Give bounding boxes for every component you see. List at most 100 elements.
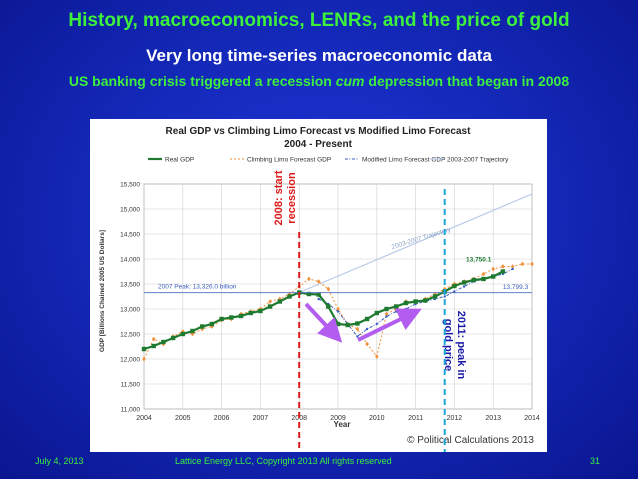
y-tick-label: 11,000 [121, 407, 141, 414]
real-gdp-point [209, 321, 215, 327]
y-tick-label: 15,500 [120, 182, 140, 189]
real-gdp-point [190, 328, 195, 334]
peak-label: 2007 Peak: 13,326.0 billion [158, 284, 237, 291]
gdp-chart: Real GDP vs Climbing Limo Forecast vs Mo… [99, 126, 540, 446]
real-gdp-point [326, 304, 331, 309]
modified-limo-forecast-gdp-point [375, 322, 378, 326]
headline-post: depression that began in 2008 [364, 73, 570, 89]
real-gdp-point [200, 324, 205, 329]
chart-title: Real GDP vs Climbing Limo Forecast vs Mo… [166, 126, 472, 137]
real-gdp-point [219, 316, 224, 322]
modified-limo-forecast-gdp-point [443, 295, 446, 298]
modified-end-label: 13,799.3 [503, 284, 529, 291]
real-gdp-point [287, 294, 292, 299]
real-gdp-point [306, 291, 312, 297]
x-tick-label: 2008 [291, 415, 307, 422]
climbing-limo-forecast-gdp-point [326, 286, 331, 292]
real-gdp-point [238, 313, 244, 319]
real-gdp-point [394, 304, 399, 309]
y-tick-label: 13,000 [120, 307, 140, 314]
real-gdp-point [423, 298, 428, 303]
y-axis-label: GDP [Billions Chained 2005 US Dollars] [99, 230, 106, 352]
x-tick-label: 2014 [524, 415, 540, 422]
footer-copyright: Lattice Energy LLC, Copyright 2013 All r… [175, 456, 392, 466]
legend-label: Real GDP [165, 157, 194, 164]
real-gdp-point [335, 321, 341, 327]
modified-limo-forecast-gdp-point [356, 335, 359, 338]
legend-label: 2003-2007 Trajectory [447, 157, 509, 164]
real-gdp-point [316, 292, 321, 297]
x-tick-label: 2009 [330, 415, 346, 422]
real-gdp-point [413, 299, 418, 304]
slide-subtitle: Very long time-series macroeconomic data [146, 46, 492, 65]
chart-panel: Real GDP vs Climbing Limo Forecast vs Mo… [90, 119, 547, 452]
y-tick-label: 14,500 [120, 232, 140, 239]
modified-limo-forecast-gdp-point [453, 290, 456, 293]
slide-headline: US banking crisis triggered a recession … [0, 73, 638, 89]
modified-limo-forecast-gdp-point [365, 327, 369, 331]
x-tick-label: 2011 [408, 415, 423, 422]
legend-label: Modified Limo Forecast GDP [362, 157, 445, 164]
real-gdp-point [180, 331, 185, 337]
legend-label: Climbing Limo Forecast GDP [247, 157, 331, 164]
x-tick-label: 2006 [214, 415, 230, 422]
headline-pre: US banking crisis triggered a recession [68, 73, 336, 89]
climbing-limo-forecast-gdp-point [278, 296, 282, 302]
modified-limo-forecast-gdp-point [336, 310, 340, 313]
y-tick-label: 15,000 [120, 207, 140, 214]
x-axis-label: Year [334, 420, 351, 429]
x-tick-label: 2012 [447, 415, 463, 422]
y-tick-label: 11,500 [121, 382, 141, 389]
modified-limo-forecast-gdp-point [462, 285, 466, 288]
x-tick-label: 2010 [369, 415, 385, 422]
chart-copyright: © Political Calculations 2013 [407, 435, 534, 446]
real-gdp-point [481, 276, 486, 282]
real-gdp-end-label: 13,750.1 [466, 257, 492, 264]
modified-limo-forecast-gdp-point [395, 310, 398, 313]
real-gdp-point [141, 346, 147, 352]
real-gdp-point [374, 310, 379, 316]
real-gdp-point [170, 335, 176, 341]
chart-grid [143, 183, 533, 410]
real-gdp-point [161, 339, 166, 345]
modified-limo-forecast-gdp-point [385, 315, 388, 318]
y-tick-label: 13,500 [120, 282, 140, 289]
real-gdp-point [384, 306, 389, 312]
climbing-limo-forecast-gdp-point [142, 356, 146, 362]
x-tick-label: 2004 [136, 415, 152, 422]
real-gdp-point [151, 343, 156, 349]
real-gdp-point [277, 299, 282, 304]
y-tick-label: 14,000 [120, 257, 140, 264]
x-tick-label: 2013 [485, 415, 501, 422]
modified-limo-forecast-gdp-point [317, 297, 320, 301]
real-gdp-point [258, 308, 263, 314]
chart-subtitle: 2004 - Present [284, 139, 352, 150]
chart-axes: 11,000 11,500 12,000 12,500 13,000 13,500 14,0… [120, 182, 540, 423]
modified-limo-forecast-gdp-point [511, 267, 514, 271]
x-tick-label: 2005 [175, 415, 191, 422]
chart-legend: Real GDP Climbing Limo Forecast GDP Modifi… [148, 157, 509, 164]
footer-date: July 4, 2013 [35, 456, 84, 466]
real-gdp-point [364, 316, 370, 322]
x-tick-label: 2007 [253, 415, 269, 422]
real-gdp-point [491, 274, 496, 279]
real-gdp-point [452, 283, 457, 289]
real-gdp-point [500, 269, 506, 274]
real-gdp-point [345, 322, 350, 328]
real-gdp-point [432, 294, 438, 299]
real-gdp-point [267, 304, 273, 309]
y-tick-label: 12,000 [120, 357, 140, 364]
headline-em: cum [335, 73, 365, 89]
slide-title: History, macroeconomics, LENRs, and the … [68, 10, 570, 31]
climbing-limo-forecast-gdp-point [520, 261, 525, 267]
real-gdp-point [471, 277, 476, 283]
real-gdp-point [403, 300, 409, 306]
real-gdp-point [229, 315, 234, 320]
y-tick-label: 12,500 [120, 332, 140, 339]
real-gdp-point [461, 280, 467, 285]
modified-limo-forecast-gdp-point [404, 307, 408, 311]
page-number: 31 [590, 456, 601, 466]
2003-2007-trajectory-line [298, 193, 533, 294]
real-gdp-point [248, 310, 253, 316]
